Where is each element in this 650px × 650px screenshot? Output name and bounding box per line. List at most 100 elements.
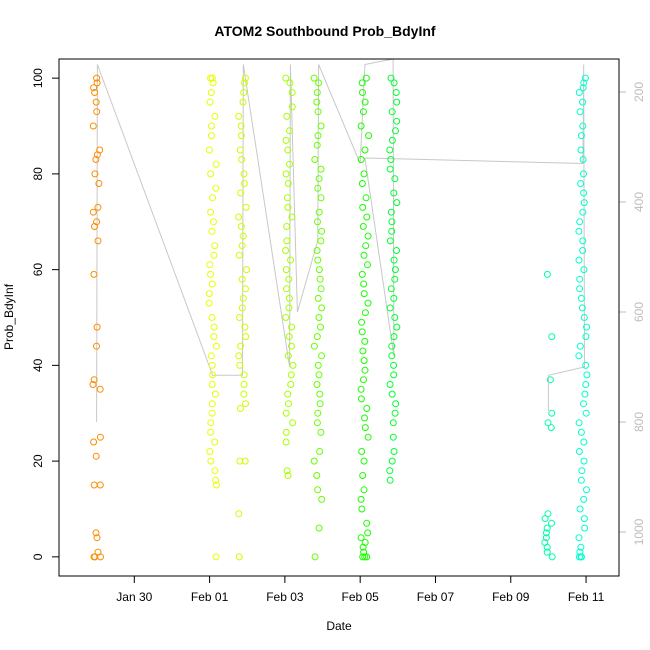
data-point — [582, 333, 590, 341]
x-tick-label: Feb 11 — [568, 590, 605, 604]
data-point — [93, 323, 101, 331]
data-point — [242, 400, 249, 408]
data-point — [358, 79, 366, 87]
data-point — [211, 112, 219, 120]
data-point — [361, 553, 369, 561]
data-point — [91, 223, 98, 230]
data-point — [315, 175, 323, 183]
data-point — [283, 285, 290, 293]
right-tick-label: 200 — [632, 82, 646, 102]
data-point — [358, 505, 366, 513]
y-tick-label: 40 — [31, 358, 45, 372]
data-point — [577, 428, 585, 436]
data-point — [89, 381, 97, 388]
data-point — [284, 146, 292, 154]
data-point — [360, 357, 368, 365]
data-point — [393, 247, 400, 254]
data-point — [208, 400, 216, 408]
data-point — [212, 184, 220, 192]
data-point — [359, 203, 367, 211]
data-point — [314, 486, 322, 494]
data-point — [210, 251, 218, 259]
data-point — [580, 266, 588, 274]
data-point — [575, 534, 583, 542]
data-point — [236, 361, 244, 369]
data-point — [288, 323, 296, 331]
data-point — [206, 448, 214, 455]
series-2 — [205, 74, 220, 561]
data-point — [392, 400, 400, 408]
data-point — [313, 141, 321, 149]
data-point — [358, 180, 366, 187]
data-point — [314, 184, 322, 192]
data-points-layer — [89, 74, 591, 561]
data-point — [317, 165, 325, 173]
data-point — [313, 472, 321, 479]
data-point — [208, 381, 216, 388]
data-point — [209, 371, 217, 379]
data-point — [362, 74, 370, 82]
data-point — [580, 189, 588, 197]
data-point — [580, 495, 588, 503]
data-point — [237, 223, 245, 230]
data-point — [390, 189, 398, 197]
data-point — [363, 553, 371, 561]
data-point — [360, 457, 368, 465]
data-point — [94, 203, 102, 211]
data-point — [313, 381, 321, 388]
data-point — [582, 381, 590, 388]
data-point — [90, 84, 98, 92]
data-point — [242, 203, 250, 211]
x-axis-label: Date — [326, 619, 352, 633]
data-point — [288, 342, 295, 350]
series-1 — [89, 74, 104, 561]
data-point — [387, 74, 395, 82]
data-point — [240, 390, 248, 398]
data-point — [92, 156, 100, 163]
data-point — [239, 294, 247, 302]
data-point — [315, 208, 323, 216]
data-point — [361, 366, 369, 374]
data-point — [283, 237, 291, 245]
data-point — [360, 280, 368, 288]
data-point — [314, 294, 322, 302]
data-point — [575, 352, 583, 360]
data-point — [310, 74, 318, 82]
data-point — [580, 79, 588, 87]
data-point — [240, 371, 248, 379]
data-point — [313, 98, 321, 106]
data-point — [575, 448, 583, 455]
data-point — [318, 304, 326, 312]
data-point — [205, 299, 213, 307]
data-point — [359, 89, 366, 96]
data-point — [93, 74, 101, 82]
data-point — [96, 385, 104, 393]
data-point — [579, 208, 587, 216]
data-point — [288, 89, 296, 96]
data-point — [237, 122, 245, 130]
x-tick-label: Feb 09 — [492, 590, 530, 604]
data-point — [213, 481, 220, 489]
data-point — [315, 314, 323, 321]
data-point — [541, 515, 549, 523]
data-point — [575, 256, 583, 264]
data-point — [90, 481, 98, 489]
data-point — [205, 290, 213, 298]
y-tick-label: 80 — [31, 167, 45, 181]
data-point — [388, 390, 396, 398]
data-point — [93, 534, 101, 542]
data-point — [583, 486, 590, 494]
data-point — [543, 548, 551, 556]
data-point — [388, 108, 396, 116]
data-point — [390, 256, 398, 264]
data-point — [207, 352, 215, 360]
data-point — [390, 448, 398, 455]
data-point — [207, 428, 215, 436]
data-point — [316, 400, 324, 408]
data-point — [317, 122, 325, 130]
data-point — [580, 170, 587, 178]
data-point — [283, 223, 291, 230]
data-point — [388, 342, 396, 350]
data-point — [313, 333, 321, 341]
data-point — [391, 266, 399, 274]
